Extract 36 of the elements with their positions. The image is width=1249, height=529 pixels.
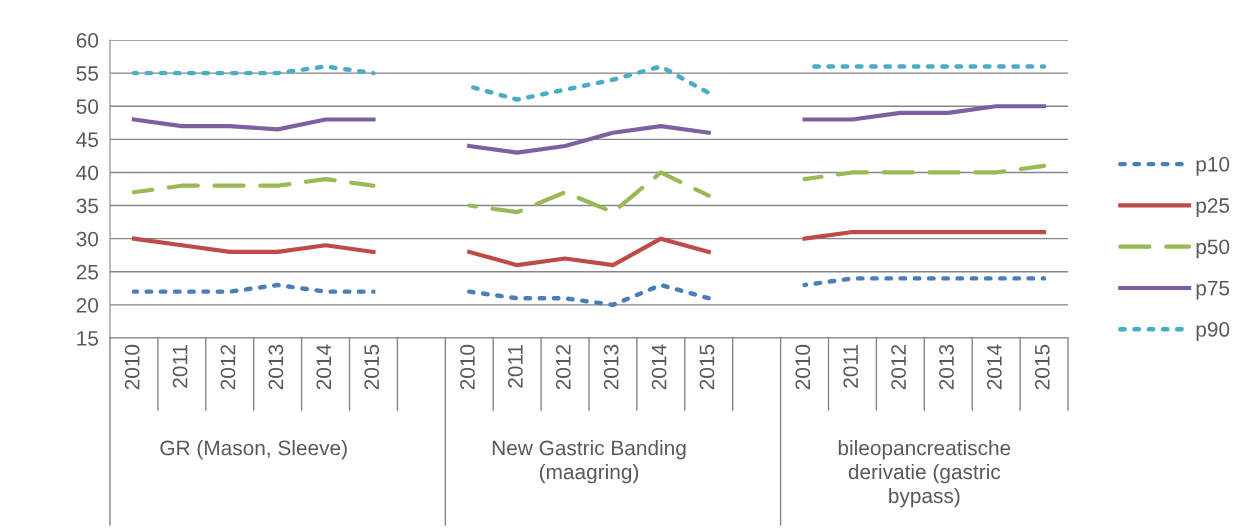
y-tick-label: 50 (76, 99, 99, 114)
x-tick-label: 2013 (603, 344, 619, 390)
legend-label: p10 (1196, 156, 1230, 176)
x-tick-label: 2012 (220, 345, 236, 390)
x-tick-label: 2015 (1034, 344, 1050, 390)
x-tick-label: 2010 (795, 344, 811, 390)
y-tick-label: 60 (76, 33, 99, 48)
x-tick-label: 2015 (699, 344, 715, 390)
text: GR (Mason, Sleeve) (160, 440, 347, 460)
x-tick-label: 2014 (986, 344, 1002, 390)
y-tick-label: 25 (76, 264, 99, 280)
x-tick-label: 2011 (172, 344, 188, 388)
x-tick-label: 2013 (268, 344, 284, 390)
y-tick-label: 30 (76, 231, 99, 247)
y-tick-label: 45 (76, 132, 99, 148)
x-tick-label: 2014 (316, 344, 332, 390)
y-tick-label: 40 (76, 165, 99, 181)
y-tick-label: 55 (76, 66, 99, 81)
x-tick-label: 2012 (555, 345, 571, 390)
x-tick-label: 2011 (843, 344, 859, 388)
y-tick-label: 20 (76, 297, 99, 313)
x-tick-label: 2011 (507, 344, 523, 388)
x-tick-label: 2015 (364, 344, 380, 390)
x-tick-label: 2010 (460, 344, 475, 390)
text: New Gastric Banding (maagring) (492, 440, 686, 484)
x-tick-label: 2013 (939, 344, 954, 390)
legend-label: p25 (1196, 198, 1230, 218)
legend-label: p90 (1196, 322, 1230, 341)
y-tick-label: 35 (76, 198, 99, 214)
x-tick-label: 2010 (124, 344, 140, 390)
legend-label: p50 (1196, 239, 1230, 259)
x-tick-label: 2012 (891, 345, 906, 390)
y-tick-label: 15 (77, 331, 99, 346)
text: bileopancreatische derivatie (gastric bypass) (838, 440, 1011, 508)
legend-label: p75 (1196, 280, 1230, 300)
x-tick-label: 2014 (651, 344, 667, 390)
